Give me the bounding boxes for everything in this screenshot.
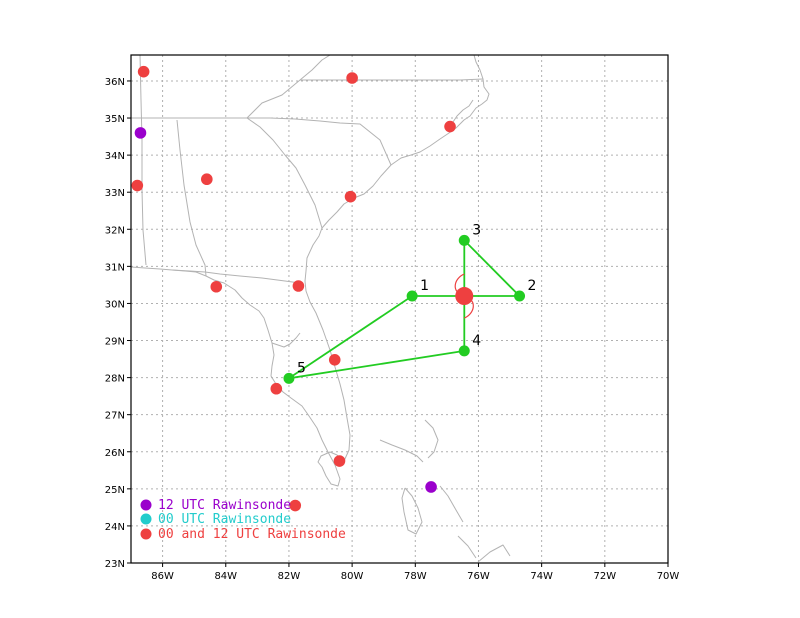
- legend-item-12utc: 12 UTC Rawinsonde: [140, 498, 291, 513]
- rawinsonde-station-marker: [292, 280, 305, 292]
- rawinsonde-station-marker: [444, 120, 456, 133]
- bahamas-exuma: [457, 535, 477, 559]
- lat-tick-label: 30N: [105, 299, 125, 310]
- rawinsonde-station-marker: [333, 455, 346, 467]
- florida-gulf-coast-detail: [271, 332, 301, 348]
- lat-tick-label: 23N: [105, 559, 125, 570]
- rawinsonde-station-marker: [131, 179, 144, 192]
- lat-tick-label: 25N: [105, 485, 125, 496]
- lat-tick-label: 36N: [105, 77, 125, 88]
- track-point: [514, 290, 526, 302]
- lat-tick-label: 28N: [105, 374, 125, 385]
- lon-tick-label: 72W: [594, 571, 617, 582]
- rawinsonde-station-marker: [346, 72, 358, 84]
- bahamas-grand-bahama: [379, 439, 424, 463]
- rawinsonde-station-marker: [289, 499, 302, 512]
- axis-tick-labels: 86W 84W 82W 80W 78W 76W 74W 72W 70W 23N 24N 25N 26N 2…: [105, 77, 680, 582]
- lat-tick-label: 33N: [105, 188, 125, 199]
- rawinsonde-station-marker: [425, 481, 437, 493]
- us-east-coastline: [131, 55, 490, 487]
- lon-tick-label: 76W: [467, 571, 490, 582]
- rawinsonde-station-marker: [270, 382, 283, 395]
- lat-tick-label: 32N: [105, 225, 125, 236]
- legend-marker-12utc: [140, 499, 152, 511]
- track-point: [458, 234, 470, 246]
- lon-tick-label: 70W: [657, 571, 680, 582]
- lat-tick-label: 31N: [105, 262, 125, 273]
- hurricane-symbol-icon: [454, 273, 474, 319]
- rawinsonde-stations-layer: [131, 65, 456, 512]
- rawinsonde-station-marker: [201, 173, 213, 186]
- legend-label-both: 00 and 12 UTC Rawinsonde: [158, 527, 346, 542]
- rawinsonde-station-marker: [134, 127, 147, 139]
- rawinsonde-station-marker: [344, 190, 357, 203]
- bahamas-abaco: [424, 419, 439, 459]
- lat-tick-label: 35N: [105, 114, 125, 125]
- legend-item-both: 00 and 12 UTC Rawinsonde: [140, 527, 346, 542]
- track-point-label: 3: [472, 222, 481, 238]
- state-border-nc-sc: [247, 117, 392, 166]
- track-point-label: 4: [472, 333, 481, 349]
- track-point-label: 1: [420, 278, 429, 294]
- legend-label-12utc: 12 UTC Rawinsonde: [158, 498, 291, 513]
- rawinsonde-station-marker: [210, 280, 223, 293]
- legend-item-00utc: 00 UTC Rawinsonde: [140, 512, 291, 527]
- track-point: [283, 372, 295, 384]
- plot-frame: [130, 54, 669, 564]
- lat-tick-label: 34N: [105, 151, 125, 162]
- bahamas-andros: [401, 487, 423, 535]
- state-border-fl-ga-al: [171, 269, 301, 284]
- track-point: [458, 345, 470, 357]
- track-points-layer: 1 2 3 4 5: [283, 222, 537, 384]
- rawinsonde-station-marker: [137, 65, 150, 78]
- lat-tick-label: 26N: [105, 448, 125, 459]
- lat-tick-label: 27N: [105, 411, 125, 422]
- lon-tick-label: 80W: [341, 571, 364, 582]
- track-point: [406, 290, 418, 302]
- ms-al-border: [139, 55, 147, 266]
- graticule: [131, 55, 669, 564]
- legend: 12 UTC Rawinsonde 00 UTC Rawinsonde 00 a…: [140, 498, 346, 542]
- bahamas-eleuthera: [439, 485, 464, 523]
- legend-marker-both: [140, 528, 152, 540]
- state-border-va-nc: [300, 78, 484, 81]
- state-border-tn-nc: [131, 55, 331, 119]
- lon-tick-label: 74W: [530, 571, 553, 582]
- rawinsonde-station-marker: [328, 354, 341, 366]
- legend-label-00utc: 00 UTC Rawinsonde: [158, 512, 291, 527]
- lon-tick-label: 84W: [214, 571, 237, 582]
- coastline-layer: [131, 55, 511, 563]
- lon-tick-label: 78W: [404, 571, 427, 582]
- lon-tick-label: 86W: [151, 571, 174, 582]
- pamlico-sound-outline: [452, 99, 474, 123]
- lat-tick-label: 24N: [105, 522, 125, 533]
- state-border-al-ga: [176, 119, 207, 277]
- legend-marker-00utc: [140, 513, 152, 525]
- lon-tick-label: 82W: [278, 571, 301, 582]
- cuba-north-coast: [477, 544, 511, 563]
- lat-tick-label: 29N: [105, 337, 125, 348]
- track-point-label: 2: [528, 278, 537, 294]
- state-border-ga-sc: [246, 117, 323, 229]
- flight-track-line: [288, 238, 522, 380]
- track-point-label: 5: [297, 360, 306, 376]
